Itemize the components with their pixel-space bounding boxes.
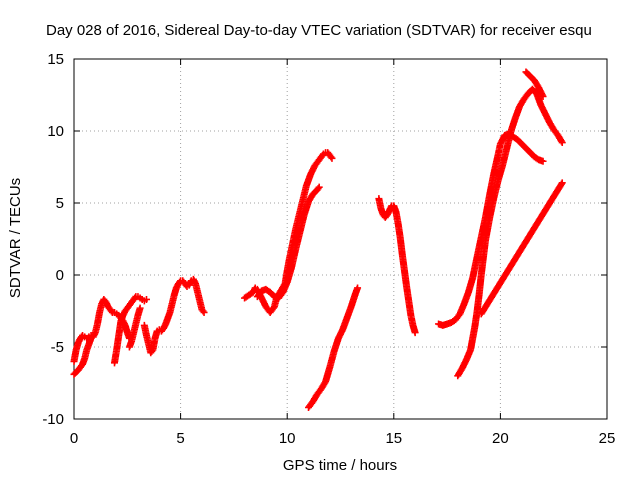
data-point [142,295,150,303]
y-tick-label: 0 [56,267,64,284]
data-point-fill [314,185,322,193]
x-tick-label: 20 [492,430,509,447]
data-point [411,329,419,337]
data-point [136,304,144,312]
data-point-fill [199,307,207,315]
x-tick-label: 25 [599,430,616,447]
y-tick-label: -5 [51,339,64,356]
grid-lines [74,59,607,419]
x-tick-label: 0 [70,430,78,447]
axis-ticks: 0 5 10 15 20 25 -10 -5 0 5 10 15 [42,51,615,447]
y-axis-title: SDTVAR / TECUs [7,178,24,298]
data-point [87,331,95,339]
y-tick-label: 10 [47,123,64,140]
data-point [354,284,362,292]
y-tick-label: 5 [56,195,64,212]
y-tick-label: 15 [47,51,64,68]
data-point [558,139,566,147]
data-point [315,183,323,191]
x-axis-title: GPS time / hours [283,457,397,474]
data-point-fill [557,137,565,145]
x-tick-label: 5 [176,430,184,447]
data-point-fill [327,153,335,161]
data-point [328,154,336,162]
y-tick-label: -10 [42,411,64,428]
data-point [200,308,208,316]
data-point-fill [107,307,115,315]
x-tick-label: 10 [279,430,296,447]
data-point [539,157,547,165]
data-point [558,179,566,187]
x-tick-label: 15 [385,430,402,447]
data-points [70,68,566,411]
data-point-fill [269,304,277,312]
data-point [539,92,547,100]
plot-frame [73,58,608,420]
chart-title: Day 028 of 2016, Sidereal Day-to-day VTE… [46,22,592,39]
